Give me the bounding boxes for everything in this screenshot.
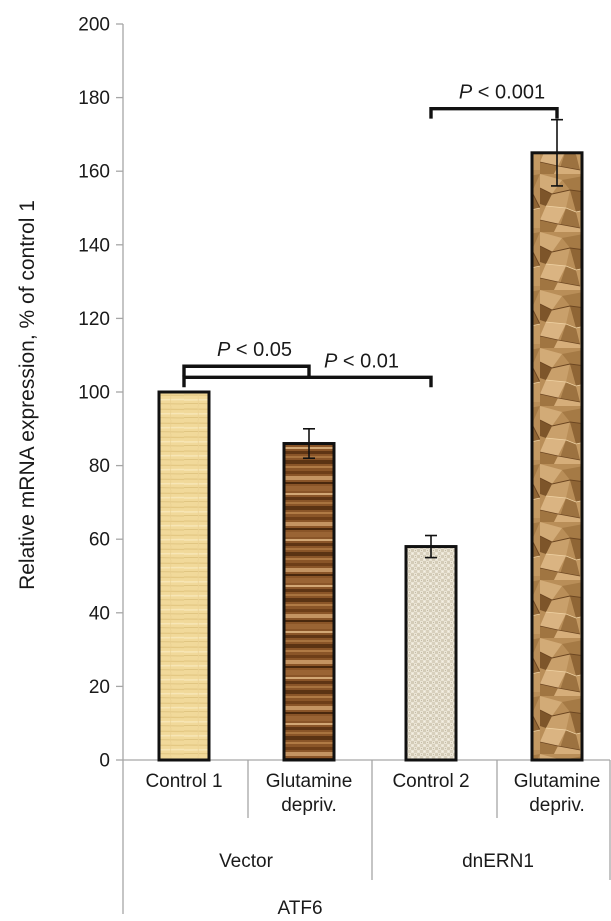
significance-bracket (182, 364, 311, 377)
bar (530, 151, 584, 762)
group-label: Vector (219, 851, 274, 872)
significance-bracket (429, 106, 559, 119)
category-label: Control 1 (145, 771, 222, 792)
significance-bracket (182, 375, 433, 388)
y-tick-label: 100 (78, 383, 110, 404)
bar (404, 545, 458, 762)
significance-label: P < 0.001 (459, 82, 545, 104)
y-axis: 0 20 40 60 80 100 120 140 160 180 200 (78, 15, 124, 914)
y-tick-label: 40 (89, 603, 110, 624)
y-tick-label: 80 (89, 456, 110, 477)
y-tick-label: 0 (99, 751, 110, 772)
significance-brackets: P < 0.05 P < 0.01 P < 0.001 (182, 82, 559, 388)
y-tick-label: 60 (89, 530, 110, 551)
y-tick-label: 200 (78, 15, 110, 36)
category-label: Glutamine (266, 771, 353, 792)
category-label: Control 2 (392, 771, 469, 792)
gene-label: ATF6 (277, 898, 322, 919)
y-axis-title: Relative mRNA expression, % of control 1 (16, 200, 39, 590)
bar (282, 442, 336, 762)
bar (157, 390, 211, 762)
error-bars (303, 118, 563, 559)
y-tick-label: 180 (78, 88, 110, 109)
y-tick-label: 20 (89, 677, 110, 698)
significance-label: P < 0.05 (217, 339, 292, 361)
y-tick-label: 120 (78, 309, 110, 330)
y-tick-label: 160 (78, 162, 110, 183)
bars (157, 151, 584, 762)
x-axis: Control 1 Glutamine depriv. Control 2 Glutam… (123, 759, 611, 880)
category-label: depriv. (529, 795, 585, 816)
significance-label: P < 0.01 (324, 350, 399, 372)
y-tick-label: 140 (78, 235, 110, 256)
group-label: dnERN1 (462, 851, 534, 872)
category-label: depriv. (281, 795, 337, 816)
category-label: Glutamine (514, 771, 601, 792)
